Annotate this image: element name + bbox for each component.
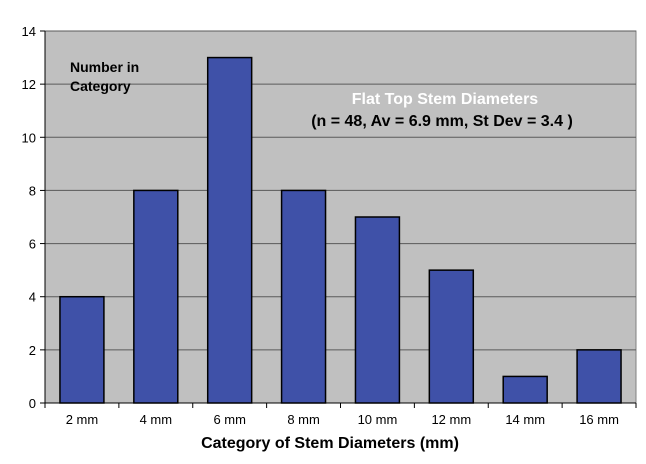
y-tick-label: 0	[29, 396, 36, 411]
bar-8-mm	[280, 189, 327, 404]
chart-title: Flat Top Stem Diameters	[352, 91, 539, 108]
bar-10-mm	[354, 216, 401, 404]
x-tick-label: 16 mm	[579, 412, 619, 427]
bars	[59, 56, 622, 404]
y-tick-label: 10	[22, 130, 36, 145]
x-axis-label: Category of Stem Diameters (mm)	[201, 435, 459, 452]
bar-4-mm	[133, 189, 179, 404]
x-tick-label: 4 mm	[140, 412, 173, 427]
y-tick-label: 6	[29, 237, 36, 252]
y-tick-label: 14	[22, 24, 36, 39]
x-tick-label: 12 mm	[431, 412, 471, 427]
y-tick-label: 2	[29, 343, 36, 358]
x-tick-label: 8 mm	[287, 412, 320, 427]
bar-14-mm	[502, 375, 548, 404]
y-axis-label-line-1: Number in	[70, 59, 139, 75]
bar-2-mm	[59, 295, 105, 404]
x-tick-labels: 2 mm 4 mm 6 mm 8 mm 10 mm 12 mm 14 mm 16 mm	[44, 403, 637, 427]
x-tick-label: 6 mm	[213, 412, 246, 427]
y-axis-label-line-2: Category	[70, 78, 131, 94]
y-tick-label: 8	[29, 183, 36, 198]
chart-subtitle: (n = 48, Av = 6.9 mm, St Dev = 3.4 )	[311, 113, 573, 130]
y-tick-label: 12	[22, 77, 36, 92]
x-tick-label: 14 mm	[505, 412, 545, 427]
y-tick-label: 4	[29, 290, 36, 305]
bar-12-mm	[428, 269, 475, 404]
y-tick-labels: 0 2 4 6 8 10 12 14	[22, 24, 45, 411]
bar-16-mm	[576, 349, 622, 404]
bar-6-mm	[206, 56, 253, 404]
x-tick-label: 10 mm	[358, 412, 398, 427]
x-tick-label: 2 mm	[66, 412, 99, 427]
